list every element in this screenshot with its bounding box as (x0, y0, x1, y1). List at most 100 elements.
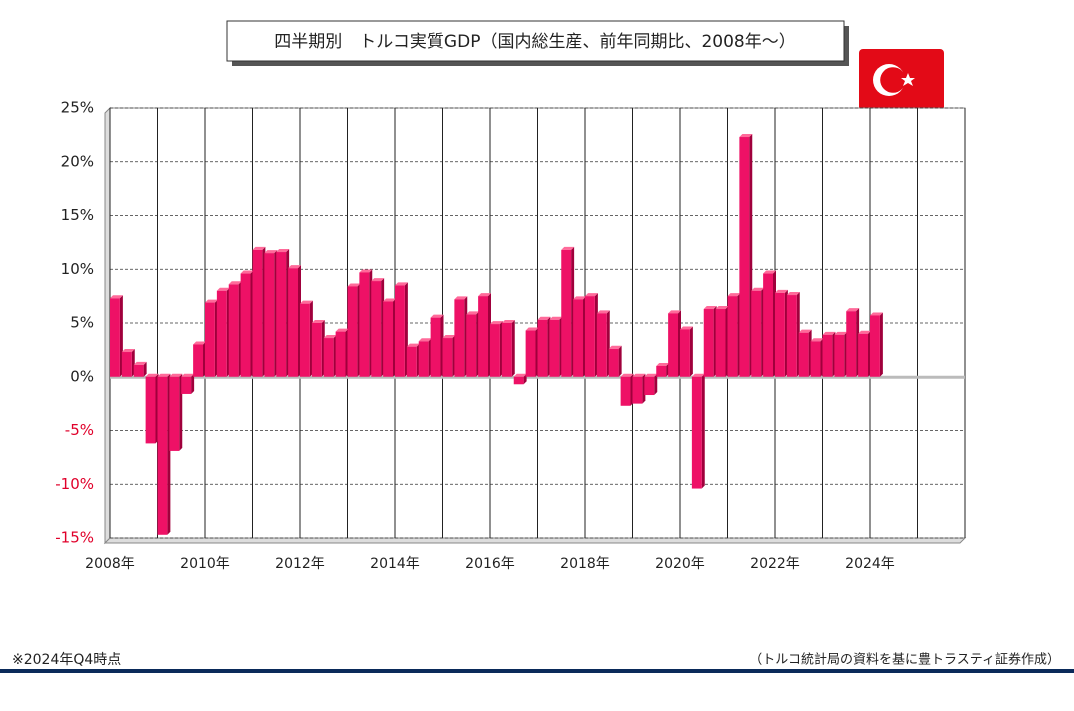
footer-rule (0, 669, 1074, 673)
bar (276, 252, 287, 377)
bar (323, 338, 334, 377)
bar-top (406, 343, 420, 347)
bar (644, 376, 655, 396)
bar-top (561, 246, 575, 250)
bar (228, 284, 239, 377)
bar-top (430, 314, 444, 318)
bar-top (478, 293, 491, 297)
x-tick-label: 2008年 (85, 556, 135, 572)
bar (300, 303, 310, 377)
bar-top (786, 292, 800, 296)
bar (252, 249, 263, 377)
title-box (226, 20, 845, 62)
y-tick-label: 10% (61, 260, 94, 278)
bar-side (618, 345, 622, 377)
bar-side (143, 361, 147, 377)
y-tick-label: 20% (61, 152, 94, 170)
bar-top (383, 298, 396, 302)
bar (798, 332, 809, 377)
bar (121, 352, 132, 377)
chart-title: 四半期別 トルコ実質GDP（国内総生産、前年同期比、2008年～） (274, 32, 795, 52)
bar (395, 285, 405, 377)
y-tick-label: -15% (55, 529, 94, 547)
bar-top (347, 283, 361, 287)
bar-top (537, 316, 551, 320)
note: ※2024年Q4時点 (12, 652, 121, 668)
x-tick-label: 2024年 (845, 556, 895, 572)
bar-side (689, 326, 693, 377)
y-tick-label: 15% (61, 206, 94, 224)
bar (454, 299, 465, 377)
bar (834, 334, 845, 377)
bar-top (466, 311, 480, 315)
bar (359, 272, 370, 377)
bar (668, 313, 678, 377)
bar-top (596, 310, 610, 314)
bar-top (822, 331, 836, 335)
bar (620, 376, 631, 406)
bar-top (858, 330, 871, 334)
bar (846, 311, 857, 377)
bar-top (870, 312, 883, 316)
bar-top (644, 373, 658, 377)
zero-shelf (110, 375, 965, 379)
bar (371, 281, 382, 377)
bar-top (656, 363, 670, 366)
bar-top (501, 320, 515, 323)
bar-top (739, 134, 753, 138)
bar (715, 309, 726, 377)
bar-top (775, 289, 788, 293)
x-tick-label: 2022年 (750, 556, 800, 572)
bar-top (573, 296, 586, 300)
source: （トルコ統計局の資料を基に豊トラスティ証券作成） (749, 652, 1060, 668)
bar (216, 290, 227, 377)
bar (501, 323, 512, 377)
bar-side (879, 312, 883, 377)
bar-top (264, 250, 278, 254)
bar (205, 302, 215, 377)
bar (537, 319, 548, 377)
bar (157, 376, 168, 535)
bar (680, 329, 690, 377)
bar-side (511, 320, 515, 377)
bar-top (335, 328, 349, 332)
bar (525, 330, 536, 377)
bar-side (654, 373, 658, 396)
bar-top (205, 299, 218, 303)
bar-top (193, 341, 206, 345)
bar (739, 137, 750, 377)
bar (763, 273, 773, 377)
bar-top (323, 335, 337, 339)
bar-top (252, 246, 266, 250)
bar-top (490, 321, 503, 325)
bar (288, 268, 298, 377)
bar-top (668, 310, 681, 314)
bar-top (680, 326, 693, 330)
bar (513, 376, 524, 385)
bar-top (703, 306, 717, 310)
bar-top (632, 373, 646, 377)
bar (585, 296, 595, 377)
bar (490, 324, 500, 377)
bar (596, 313, 607, 377)
bar-top (216, 287, 230, 291)
bar-top (834, 331, 848, 335)
bar (264, 253, 275, 377)
bar (870, 315, 880, 377)
bar-top (846, 308, 860, 312)
bar (573, 299, 583, 377)
bar (858, 333, 868, 377)
bar (110, 298, 120, 377)
bar-top (751, 287, 765, 291)
bar-top (157, 373, 171, 377)
x-tick-label: 2020年 (655, 556, 705, 572)
bar-top (442, 335, 456, 339)
bar-top (371, 278, 385, 282)
x-tick-label: 2012年 (275, 556, 325, 572)
bar (561, 249, 572, 377)
bar (786, 295, 797, 377)
bar-side (191, 373, 195, 394)
bar-top (525, 327, 539, 331)
bar (383, 301, 393, 377)
bar-top (513, 373, 527, 377)
